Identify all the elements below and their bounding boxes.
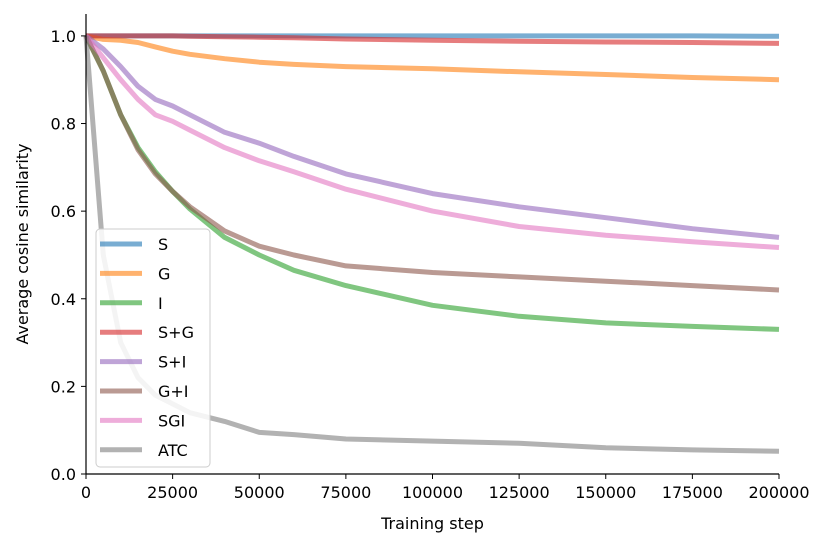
- y-tick-label: 0.2: [51, 377, 76, 396]
- x-tick-label: 0: [81, 483, 91, 502]
- series-line-sgi: [84, 34, 780, 250]
- y-ticks: 0.0 0.2 0.4 0.6 0.8 1.0: [51, 27, 86, 484]
- x-tick-label: 125000: [489, 483, 550, 502]
- y-tick-label: 1.0: [51, 27, 76, 46]
- x-ticks: 0 25000 50000 75000 100000 125000 150000 175000…: [81, 474, 810, 502]
- y-tick-label: 0.4: [51, 290, 76, 309]
- x-tick-label: 200000: [748, 483, 809, 502]
- y-axis-label: Average cosine similarity: [13, 143, 32, 344]
- legend-label: ATC: [158, 441, 188, 460]
- legend-label: S+I: [158, 353, 186, 372]
- series-line-g-plus-i: [83, 34, 780, 293]
- legend-label: I: [158, 294, 163, 313]
- x-tick-label: 150000: [575, 483, 636, 502]
- y-tick-label: 0.0: [51, 465, 76, 484]
- y-tick-label: 0.8: [51, 115, 76, 134]
- legend-label: S: [158, 235, 168, 254]
- legend: SGI S+G S+I G+I SGI ATC: [95, 228, 211, 468]
- y-tick-label: 0.6: [51, 202, 76, 221]
- x-tick-label: 25000: [147, 483, 198, 502]
- series-line-s-plus-g: [86, 33, 780, 46]
- x-tick-label: 175000: [662, 483, 723, 502]
- x-tick-label: 100000: [402, 483, 463, 502]
- x-axis-label: Training step: [380, 514, 484, 533]
- legend-label: G: [158, 264, 170, 283]
- plot-lines: [83, 33, 780, 454]
- legend-label: S+G: [158, 323, 194, 342]
- x-tick-label: 75000: [320, 483, 371, 502]
- legend-box: [95, 228, 211, 468]
- legend-label: SGI: [158, 411, 185, 430]
- legend-label: G+I: [158, 382, 189, 401]
- x-tick-label: 50000: [234, 483, 285, 502]
- series-line-s-plus-i: [84, 33, 780, 240]
- series-line-g: [85, 33, 780, 83]
